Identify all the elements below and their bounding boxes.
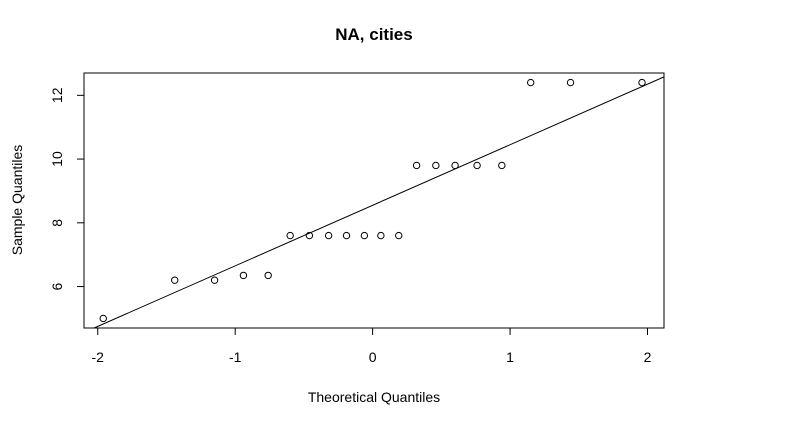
y-tick-label: 6 — [49, 282, 65, 290]
data-point — [526, 78, 535, 87]
chart-title: NA, cities — [335, 25, 412, 44]
y-axis-label: Sample Quantiles — [9, 145, 25, 256]
data-point — [305, 231, 314, 240]
data-point — [360, 231, 369, 240]
data-point — [638, 78, 646, 87]
data-point — [395, 231, 403, 240]
plot-frame — [83, 72, 665, 329]
x-tick-label: 2 — [644, 349, 652, 365]
qq-reference-line — [93, 76, 665, 329]
data-point — [342, 231, 351, 240]
reference-line-layer — [93, 76, 665, 329]
data-point — [171, 276, 179, 284]
data-points — [99, 78, 646, 323]
x-tick-label: -1 — [229, 349, 242, 365]
data-point — [324, 231, 333, 240]
data-point — [286, 231, 294, 240]
data-point — [264, 271, 272, 280]
data-point — [498, 161, 506, 170]
data-point — [210, 276, 219, 284]
x-tick-label: 0 — [369, 349, 377, 365]
data-point — [451, 161, 459, 170]
y-tick-label: 8 — [49, 219, 65, 227]
data-point — [566, 78, 575, 87]
y-tick-label: 10 — [49, 151, 65, 167]
data-point — [473, 161, 481, 170]
x-axis: -2 -1 0 1 2 — [92, 328, 652, 365]
x-tick-label: 1 — [506, 349, 514, 365]
y-axis: 6 8 10 12 — [49, 87, 84, 290]
data-point — [412, 161, 421, 170]
data-point — [432, 161, 440, 170]
data-point — [239, 271, 248, 280]
y-tick-label: 12 — [49, 87, 65, 103]
data-point — [377, 231, 385, 240]
data-point — [99, 314, 107, 323]
x-axis-label: Theoretical Quantiles — [308, 389, 440, 405]
x-tick-label: -2 — [92, 349, 105, 365]
